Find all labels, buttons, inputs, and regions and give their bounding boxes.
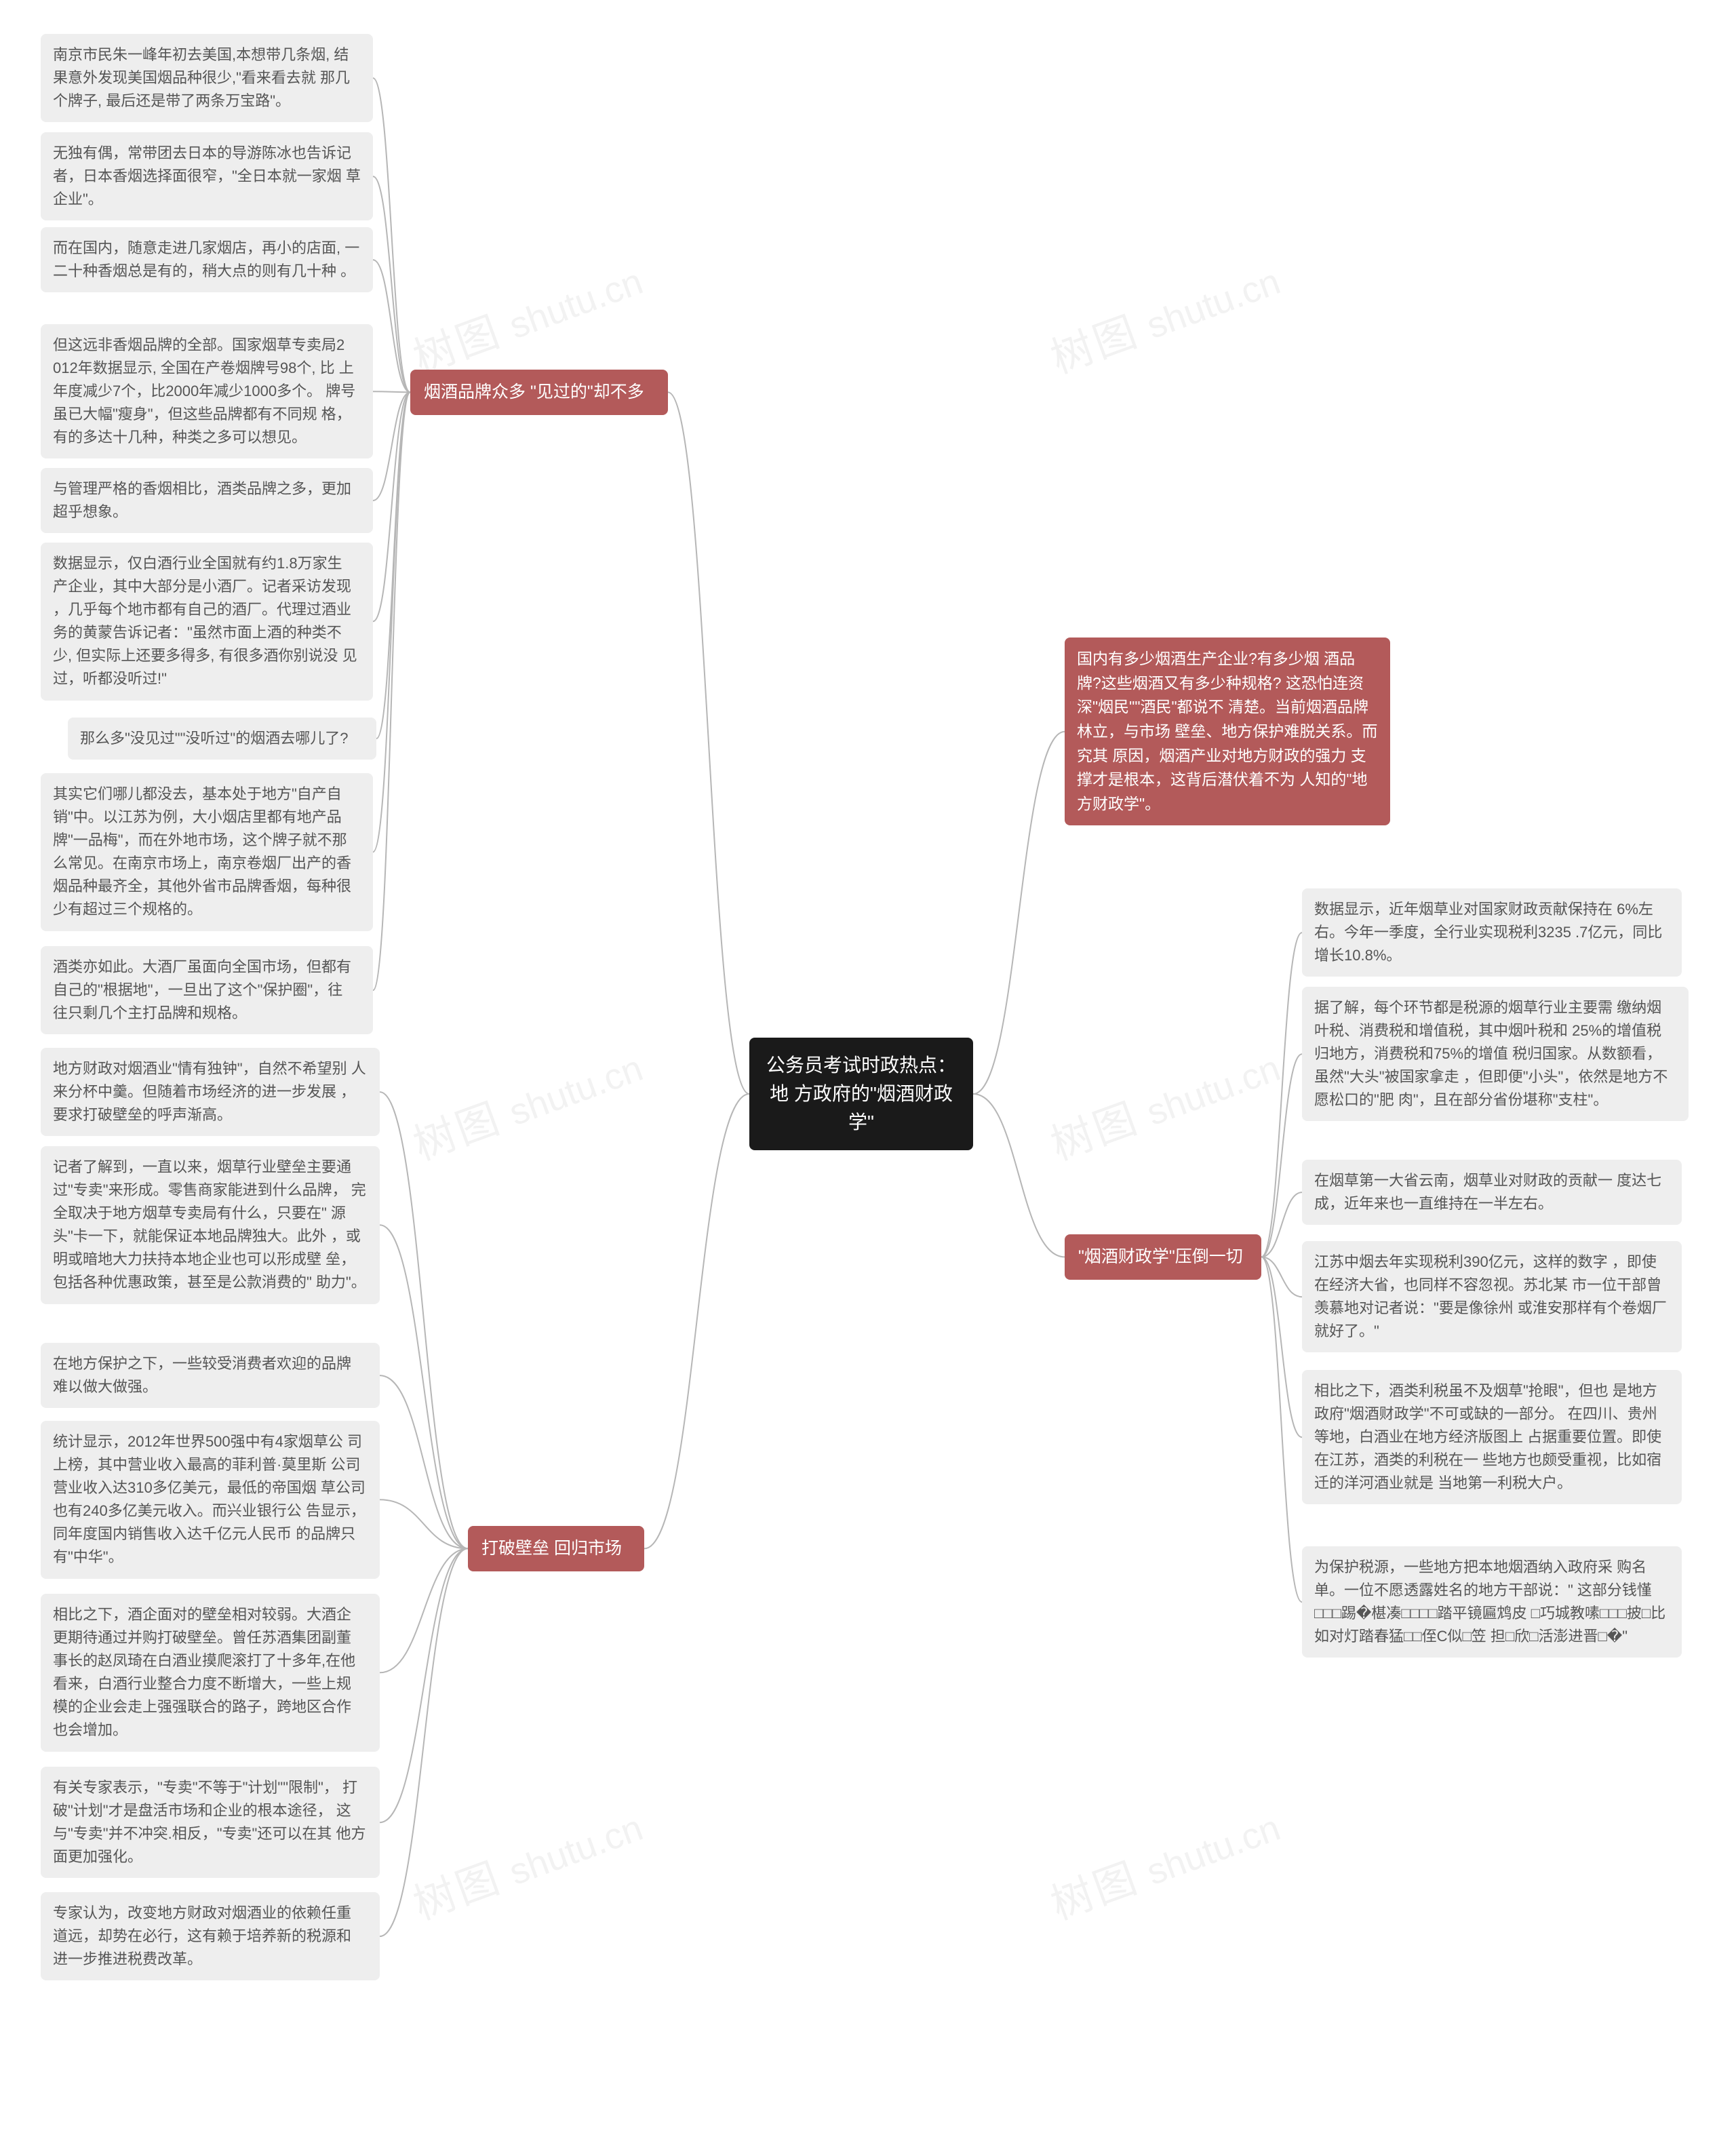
right-leaf: 江苏中烟去年实现税利390亿元，这样的数字 ，即使在经济大省，也同样不容忽视。苏…	[1302, 1241, 1682, 1352]
right-branch-label: "烟酒财政学"压倒一切	[1078, 1247, 1243, 1266]
left-branch-a-node: 烟酒品牌众多 "见过的"却不多	[410, 370, 668, 415]
right-branch-node: "烟酒财政学"压倒一切	[1065, 1234, 1261, 1280]
right-intro-node: 国内有多少烟酒生产企业?有多少烟 酒品牌?这些烟酒又有多少种规格? 这恐怕连资深…	[1065, 638, 1390, 825]
right-intro-text: 国内有多少烟酒生产企业?有多少烟 酒品牌?这些烟酒又有多少种规格? 这恐怕连资深…	[1077, 650, 1377, 812]
left-a-leaf: 无独有偶，常带团去日本的导游陈冰也告诉记 者，日本香烟选择面很窄，"全日本就一家…	[41, 132, 373, 220]
right-leaf: 数据显示，近年烟草业对国家财政贡献保持在 6%左右。今年一季度，全行业实现税利3…	[1302, 888, 1682, 977]
left-a-leaf: 而在国内，随意走进几家烟店，再小的店面, 一二十种香烟总是有的，稍大点的则有几十…	[41, 227, 373, 292]
left-b-leaf-text: 地方财政对烟酒业"情有独钟"，自然不希望别 人来分杯中羹。但随着市场经济的进一步…	[53, 1060, 366, 1123]
left-b-leaf: 地方财政对烟酒业"情有独钟"，自然不希望别 人来分杯中羹。但随着市场经济的进一步…	[41, 1048, 380, 1136]
left-a-leaf: 那么多"没见过""没听过"的烟酒去哪儿了?	[68, 718, 376, 760]
left-b-leaf-text: 有关专家表示，"专卖"不等于"计划""限制"， 打破"计划"才是盘活市场和企业的…	[53, 1779, 366, 1865]
left-a-leaf: 但这远非香烟品牌的全部。国家烟草专卖局2 012年数据显示, 全国在产卷烟牌号9…	[41, 324, 373, 458]
left-b-leaf: 记者了解到，一直以来，烟草行业壁垒主要通 过"专卖"来形成。零售商家能进到什么品…	[41, 1146, 380, 1304]
left-a-leaf-text: 但这远非香烟品牌的全部。国家烟草专卖局2 012年数据显示, 全国在产卷烟牌号9…	[53, 336, 355, 446]
left-a-leaf-text: 数据显示，仅白酒行业全国就有约1.8万家生 产企业，其中大部分是小酒厂。记者采访…	[53, 555, 357, 687]
left-b-leaf: 相比之下，酒企面对的壁垒相对较弱。大酒企 更期待通过并购打破壁垒。曾任苏酒集团副…	[41, 1594, 380, 1752]
left-a-leaf: 数据显示，仅白酒行业全国就有约1.8万家生 产企业，其中大部分是小酒厂。记者采访…	[41, 543, 373, 701]
right-leaf-text: 为保护税源，一些地方把本地烟酒纳入政府采 购名单。一位不愿透露姓名的地方干部说：…	[1314, 1558, 1665, 1645]
right-leaf-text: 数据显示，近年烟草业对国家财政贡献保持在 6%左右。今年一季度，全行业实现税利3…	[1314, 901, 1662, 964]
right-leaf-text: 江苏中烟去年实现税利390亿元，这样的数字 ，即使在经济大省，也同样不容忽视。苏…	[1314, 1253, 1667, 1339]
center-node: 公务员考试时政热点：地 方政府的"烟酒财政学"	[749, 1038, 973, 1150]
left-a-leaf-text: 与管理严格的香烟相比，酒类品牌之多，更加 超乎想象。	[53, 480, 351, 520]
watermark: 树图 shutu.cn	[403, 1032, 649, 1171]
watermark: 树图 shutu.cn	[1041, 1032, 1286, 1171]
left-a-leaf: 南京市民朱一峰年初去美国,本想带几条烟, 结果意外发现美国烟品种很少,"看来看去…	[41, 34, 373, 122]
right-leaf-text: 相比之下，酒类利税虽不及烟草"抢眼"，但也 是地方政府"烟酒财政学"不可或缺的一…	[1314, 1382, 1661, 1491]
left-a-leaf-text: 南京市民朱一峰年初去美国,本想带几条烟, 结果意外发现美国烟品种很少,"看来看去…	[53, 46, 350, 109]
right-leaf: 据了解，每个环节都是税源的烟草行业主要需 缴纳烟叶税、消费税和增值税，其中烟叶税…	[1302, 987, 1689, 1121]
left-b-leaf-text: 相比之下，酒企面对的壁垒相对较弱。大酒企 更期待通过并购打破壁垒。曾任苏酒集团副…	[53, 1606, 355, 1738]
left-b-leaf-text: 统计显示，2012年世界500强中有4家烟草公 司上榜，其中营业收入最高的菲利普…	[53, 1433, 366, 1565]
left-branch-b-node: 打破壁垒 回归市场	[468, 1526, 644, 1571]
left-a-leaf-text: 酒类亦如此。大酒厂虽面向全国市场，但都有 自己的"根据地"，一旦出了这个"保护圈…	[53, 958, 351, 1021]
left-branch-a-label: 烟酒品牌众多 "见过的"却不多	[424, 383, 644, 401]
center-text: 公务员考试时政热点：地 方政府的"烟酒财政学"	[766, 1055, 956, 1133]
left-a-leaf: 与管理严格的香烟相比，酒类品牌之多，更加 超乎想象。	[41, 468, 373, 533]
right-leaf: 在烟草第一大省云南，烟草业对财政的贡献一 度达七成，近年来也一直维持在一半左右。	[1302, 1160, 1682, 1225]
watermark: 树图 shutu.cn	[1041, 1792, 1286, 1931]
left-b-leaf-text: 记者了解到，一直以来，烟草行业壁垒主要通 过"专卖"来形成。零售商家能进到什么品…	[53, 1158, 366, 1291]
left-b-leaf-text: 在地方保护之下，一些较受消费者欢迎的品牌 难以做大做强。	[53, 1355, 351, 1395]
left-b-leaf: 有关专家表示，"专卖"不等于"计划""限制"， 打破"计划"才是盘活市场和企业的…	[41, 1767, 380, 1878]
left-a-leaf: 其实它们哪儿都没去，基本处于地方"自产自 销"中。以江苏为例，大小烟店里都有地产…	[41, 773, 373, 931]
right-leaf: 相比之下，酒类利税虽不及烟草"抢眼"，但也 是地方政府"烟酒财政学"不可或缺的一…	[1302, 1370, 1682, 1504]
watermark: 树图 shutu.cn	[403, 246, 649, 385]
left-branch-b-label: 打破壁垒 回归市场	[481, 1539, 622, 1558]
right-leaf: 为保护税源，一些地方把本地烟酒纳入政府采 购名单。一位不愿透露姓名的地方干部说：…	[1302, 1546, 1682, 1658]
left-b-leaf: 统计显示，2012年世界500强中有4家烟草公 司上榜，其中营业收入最高的菲利普…	[41, 1421, 380, 1579]
left-b-leaf-text: 专家认为，改变地方财政对烟酒业的依赖任重 道远，却势在必行，这有赖于培养新的税源…	[53, 1904, 351, 1967]
left-b-leaf: 在地方保护之下，一些较受消费者欢迎的品牌 难以做大做强。	[41, 1343, 380, 1408]
left-a-leaf-text: 那么多"没见过""没听过"的烟酒去哪儿了?	[80, 730, 348, 747]
left-a-leaf-text: 而在国内，随意走进几家烟店，再小的店面, 一二十种香烟总是有的，稍大点的则有几十…	[53, 239, 359, 279]
left-a-leaf-text: 无独有偶，常带团去日本的导游陈冰也告诉记 者，日本香烟选择面很窄，"全日本就一家…	[53, 144, 361, 208]
left-a-leaf-text: 其实它们哪儿都没去，基本处于地方"自产自 销"中。以江苏为例，大小烟店里都有地产…	[53, 785, 351, 918]
right-leaf-text: 在烟草第一大省云南，烟草业对财政的贡献一 度达七成，近年来也一直维持在一半左右。	[1314, 1172, 1661, 1212]
watermark: 树图 shutu.cn	[1041, 246, 1286, 385]
left-a-leaf: 酒类亦如此。大酒厂虽面向全国市场，但都有 自己的"根据地"，一旦出了这个"保护圈…	[41, 946, 373, 1034]
left-b-leaf: 专家认为，改变地方财政对烟酒业的依赖任重 道远，却势在必行，这有赖于培养新的税源…	[41, 1892, 380, 1980]
watermark: 树图 shutu.cn	[403, 1792, 649, 1931]
right-leaf-text: 据了解，每个环节都是税源的烟草行业主要需 缴纳烟叶税、消费税和增值税，其中烟叶税…	[1314, 999, 1668, 1108]
